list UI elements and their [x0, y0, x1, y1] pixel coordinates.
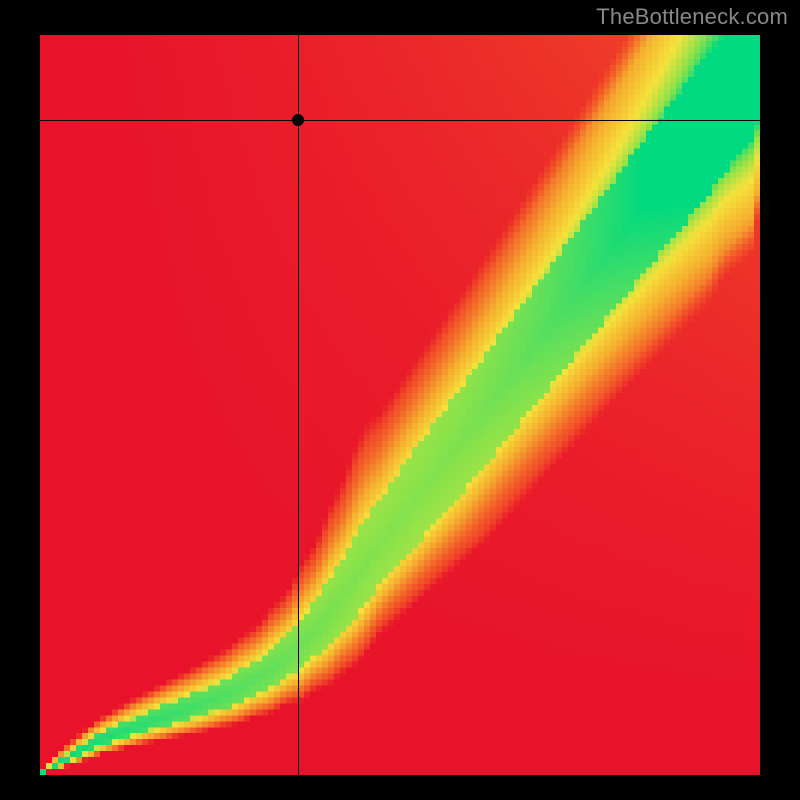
crosshair-marker [292, 114, 304, 126]
crosshair-vertical [298, 35, 299, 775]
heatmap-canvas [40, 35, 760, 775]
heatmap-plot [40, 35, 760, 775]
crosshair-horizontal [40, 120, 760, 121]
root: TheBottleneck.com [0, 0, 800, 800]
watermark-text: TheBottleneck.com [596, 4, 788, 30]
